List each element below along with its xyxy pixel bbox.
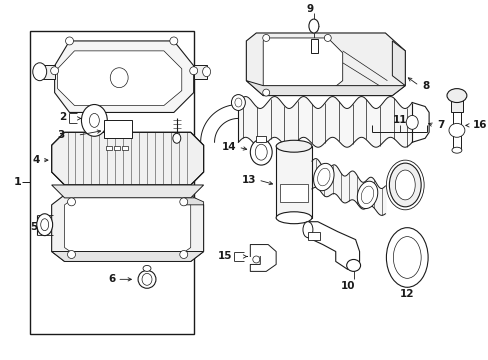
- Bar: [122, 146, 128, 150]
- Ellipse shape: [67, 198, 75, 206]
- Polygon shape: [52, 132, 203, 185]
- Polygon shape: [246, 33, 405, 95]
- Ellipse shape: [346, 260, 360, 271]
- Ellipse shape: [143, 265, 151, 271]
- Bar: [30, 31, 193, 334]
- Polygon shape: [246, 81, 405, 95]
- Text: 5: 5: [30, 222, 38, 232]
- Ellipse shape: [276, 212, 311, 224]
- Polygon shape: [263, 38, 342, 93]
- Ellipse shape: [324, 35, 330, 41]
- Polygon shape: [52, 252, 203, 261]
- Ellipse shape: [317, 168, 329, 186]
- Text: 10: 10: [340, 281, 354, 291]
- Ellipse shape: [172, 133, 181, 143]
- Ellipse shape: [67, 251, 75, 258]
- Text: 15: 15: [218, 252, 232, 261]
- Text: 11: 11: [392, 116, 407, 125]
- Polygon shape: [55, 41, 193, 112]
- Ellipse shape: [451, 147, 461, 153]
- Polygon shape: [64, 198, 190, 255]
- Text: 4: 4: [32, 155, 40, 165]
- Text: 14: 14: [222, 142, 236, 152]
- Ellipse shape: [81, 104, 107, 136]
- Ellipse shape: [361, 186, 373, 204]
- Ellipse shape: [180, 251, 187, 258]
- Bar: [104, 120, 132, 138]
- Ellipse shape: [33, 63, 46, 81]
- Bar: [114, 146, 120, 150]
- Ellipse shape: [51, 67, 59, 75]
- Bar: [276, 146, 311, 218]
- Ellipse shape: [65, 37, 73, 45]
- Ellipse shape: [313, 163, 333, 191]
- Ellipse shape: [250, 139, 272, 165]
- Ellipse shape: [231, 95, 245, 111]
- Polygon shape: [52, 185, 203, 198]
- Text: 8: 8: [421, 81, 428, 91]
- Ellipse shape: [41, 219, 49, 231]
- Ellipse shape: [142, 273, 152, 285]
- Ellipse shape: [110, 68, 128, 87]
- Ellipse shape: [386, 228, 427, 287]
- Ellipse shape: [138, 270, 156, 288]
- Bar: [106, 146, 112, 150]
- Text: 9: 9: [305, 4, 313, 14]
- Ellipse shape: [262, 89, 269, 96]
- Polygon shape: [391, 41, 405, 86]
- Polygon shape: [40, 65, 55, 79]
- Ellipse shape: [446, 89, 466, 103]
- Ellipse shape: [89, 113, 99, 127]
- Bar: [310, 39, 317, 53]
- Ellipse shape: [308, 19, 318, 33]
- Ellipse shape: [303, 222, 312, 238]
- Ellipse shape: [262, 35, 269, 41]
- Ellipse shape: [180, 198, 187, 206]
- Ellipse shape: [255, 144, 266, 160]
- Ellipse shape: [276, 140, 311, 152]
- Ellipse shape: [448, 123, 464, 137]
- Ellipse shape: [169, 37, 178, 45]
- Text: 6: 6: [108, 274, 115, 284]
- Text: 7: 7: [436, 120, 444, 130]
- Bar: [280, 184, 307, 202]
- Polygon shape: [183, 198, 203, 205]
- Polygon shape: [193, 65, 206, 79]
- Ellipse shape: [406, 116, 417, 129]
- Ellipse shape: [392, 237, 420, 278]
- Text: 2: 2: [59, 112, 66, 122]
- Ellipse shape: [189, 67, 197, 75]
- Text: 12: 12: [399, 289, 414, 299]
- Bar: [450, 95, 462, 112]
- Text: 3: 3: [57, 130, 64, 140]
- Bar: [256, 136, 265, 142]
- Polygon shape: [52, 195, 203, 261]
- Text: 16: 16: [472, 120, 487, 130]
- Bar: [307, 231, 319, 240]
- Text: 13: 13: [241, 175, 256, 185]
- Ellipse shape: [202, 67, 210, 77]
- Ellipse shape: [234, 98, 242, 107]
- Bar: [452, 112, 460, 150]
- Ellipse shape: [394, 170, 414, 200]
- Ellipse shape: [37, 214, 53, 236]
- Text: 1: 1: [14, 177, 21, 187]
- Ellipse shape: [357, 181, 377, 208]
- Polygon shape: [58, 51, 182, 105]
- Ellipse shape: [252, 256, 259, 263]
- Ellipse shape: [388, 163, 420, 207]
